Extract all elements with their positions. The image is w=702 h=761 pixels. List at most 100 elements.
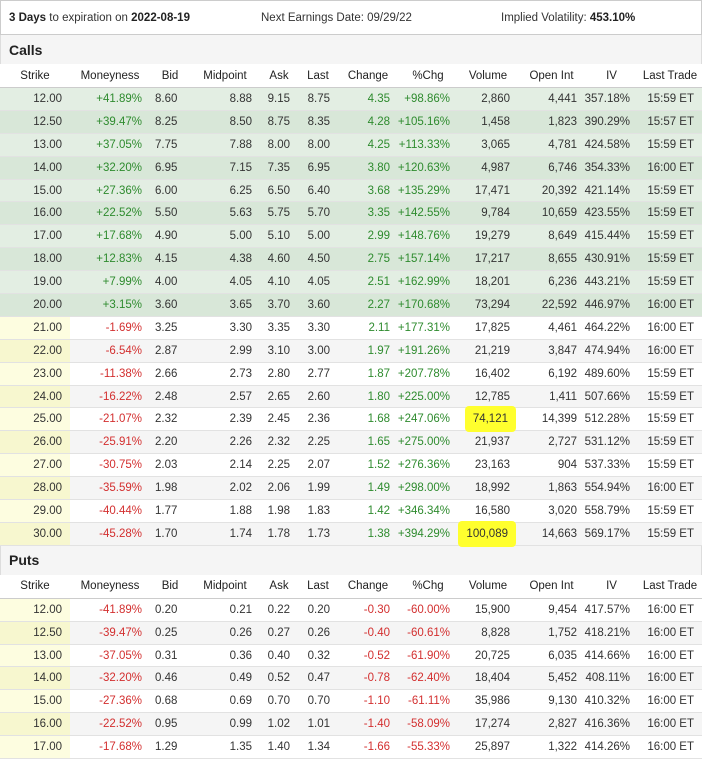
cell: 569.17%: [585, 523, 638, 545]
cell: +3.15%: [70, 294, 150, 316]
cell: 1,322: [518, 736, 585, 758]
value: 16:00 ET: [647, 161, 694, 174]
value: 7.75: [155, 138, 178, 151]
cell: -61.11%: [398, 690, 458, 712]
option-row: 20.00 +3.15% 3.60 3.65 3.70 3.60 2.27 +170.68% 7…: [0, 294, 702, 317]
value: 0.52: [267, 672, 290, 685]
cell: 2.25: [260, 454, 298, 476]
cell: 3.10: [260, 340, 298, 362]
value: 3.35: [367, 207, 390, 220]
value: 15:59 ET: [647, 413, 694, 426]
value: 6,192: [548, 367, 577, 380]
value: 12.00: [33, 603, 62, 616]
cell: 1,823: [518, 111, 585, 133]
cell: +191.26%: [398, 340, 458, 362]
value: 15:59 ET: [647, 390, 694, 403]
cell: +17.68%: [70, 225, 150, 247]
value: 9,130: [548, 695, 577, 708]
cell: 1.73: [298, 523, 338, 545]
value: 2.57: [229, 390, 252, 403]
value: 14,663: [541, 527, 577, 540]
value: 17,217: [474, 253, 510, 266]
value: 19,279: [474, 230, 510, 243]
cell: -11.38%: [70, 363, 150, 385]
value: 15:59 ET: [647, 184, 694, 197]
value: -61.90%: [407, 649, 450, 662]
cell: 421.14%: [585, 180, 638, 202]
value: -41.89%: [99, 603, 142, 616]
value: 5.75: [267, 207, 290, 220]
value: 446.97%: [584, 298, 630, 311]
cell: 17.00: [0, 225, 70, 247]
cell: 15:59 ET: [638, 202, 702, 224]
value: 0.36: [229, 649, 252, 662]
value: 2.25: [267, 459, 290, 472]
value: 1,458: [481, 115, 510, 128]
cell: +37.05%: [70, 134, 150, 156]
cell: 6.25: [190, 180, 260, 202]
cell: 512.28%: [585, 408, 638, 430]
cell: 6.95: [298, 157, 338, 179]
column-header: IV: [606, 69, 617, 82]
cell: 18,201: [458, 271, 518, 293]
cell: 14,399: [518, 408, 585, 430]
cell: 1.42: [338, 500, 398, 522]
value: 1.70: [155, 527, 178, 540]
value: 2.39: [229, 413, 252, 426]
cell: -1.10: [338, 690, 398, 712]
value: 0.32: [307, 649, 330, 662]
option-row: 16.00 +22.52% 5.50 5.63 5.75 5.70 3.35 +142.55%…: [0, 202, 702, 226]
value: 7.35: [267, 161, 290, 174]
cell: -1.66: [338, 736, 398, 758]
cell: 6,746: [518, 157, 585, 179]
value: 16:00 ET: [647, 482, 694, 495]
option-row: 13.00 -37.05% 0.31 0.36 0.40 0.32 -0.52 -61.90%…: [0, 644, 702, 668]
column-header: Ask: [269, 69, 289, 82]
cell: 0.26: [298, 622, 338, 644]
value: 21,219: [474, 344, 510, 357]
column-header: IV: [606, 580, 617, 593]
cell: 16:00 ET: [638, 713, 702, 735]
option-row: 13.00 +37.05% 7.75 7.88 8.00 8.00 4.25 +113.33%…: [0, 133, 702, 157]
value: 1.52: [367, 459, 390, 472]
value: 15.00: [33, 184, 62, 197]
cell: 23,163: [458, 454, 518, 476]
value: 4.50: [307, 253, 330, 266]
cell: 354.33%: [585, 157, 638, 179]
cell: 12.50: [0, 621, 70, 644]
value: 5.10: [267, 230, 290, 243]
cell: 6.50: [260, 180, 298, 202]
option-row: 22.00 -6.54% 2.87 2.99 3.10 3.00 1.97 +191.26% 2…: [0, 339, 702, 363]
cell: 6.40: [298, 180, 338, 202]
cell: 5.00: [298, 225, 338, 247]
cell: 2.27: [338, 294, 398, 316]
cell: -32.20%: [70, 667, 150, 689]
value: 1.65: [367, 436, 390, 449]
value: 17,825: [474, 321, 510, 334]
column-header: Strike: [20, 580, 50, 593]
value: 390.29%: [584, 115, 630, 128]
cell: 8.00: [298, 134, 338, 156]
cell: -6.54%: [70, 340, 150, 362]
value: 26.00: [33, 436, 62, 449]
value: 30.00: [33, 527, 62, 540]
cell: +32.20%: [70, 157, 150, 179]
cell: 1.77: [150, 500, 190, 522]
cell: 2.99: [338, 225, 398, 247]
cell: 4,781: [518, 134, 585, 156]
value: 18,201: [474, 276, 510, 289]
value: 0.22: [267, 603, 290, 616]
value: -11.38%: [100, 367, 142, 380]
cell: 1.34: [298, 736, 338, 758]
cell: +113.33%: [398, 134, 458, 156]
value: -0.30: [363, 603, 390, 616]
cell: 17,825: [458, 317, 518, 339]
value: 17.00: [33, 230, 62, 243]
value: +275.00%: [397, 436, 450, 449]
cell: 8.00: [260, 134, 298, 156]
value: 2.66: [155, 367, 178, 380]
value: 14,399: [541, 413, 577, 426]
value: 20,725: [474, 649, 510, 662]
value: 2.45: [267, 413, 290, 426]
value: 19.00: [33, 276, 62, 289]
